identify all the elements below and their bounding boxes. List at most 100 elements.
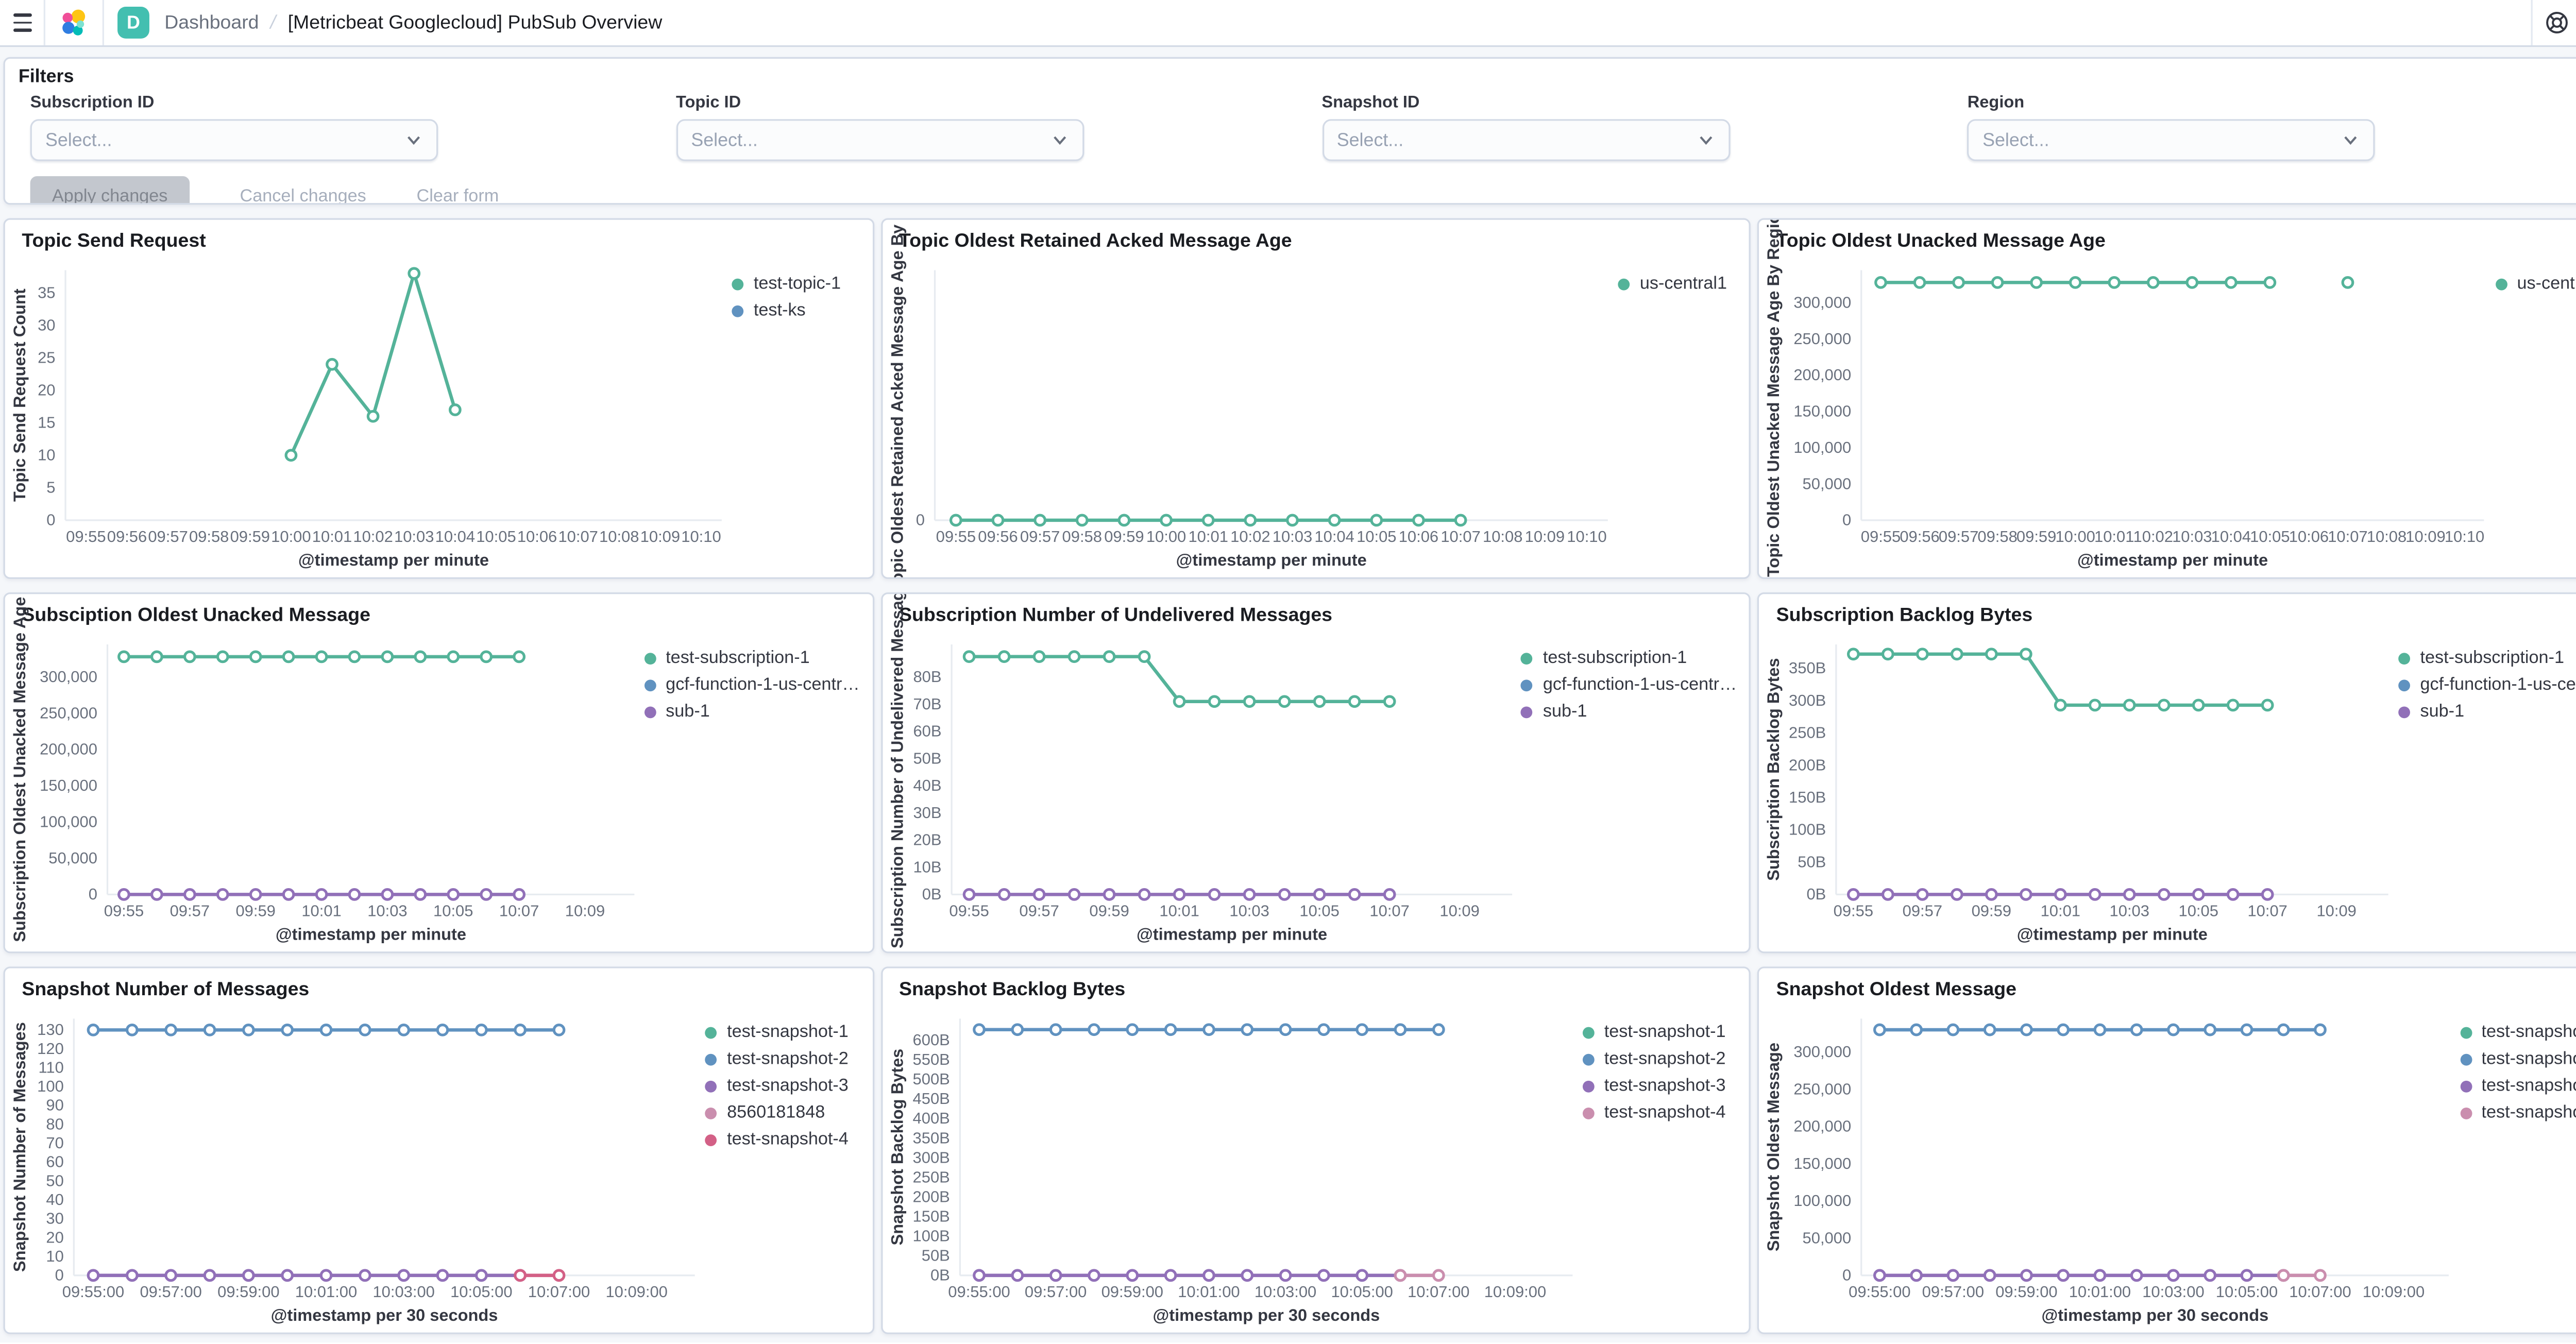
- legend-item[interactable]: 8560181848: [705, 1102, 866, 1122]
- subscription-id-select[interactable]: Select...: [30, 119, 438, 161]
- line-chart[interactable]: 0 50,000 100,000 150,000 200,000 250,000 300,0…: [1765, 220, 2495, 577]
- legend-item[interactable]: test-subscription-1: [643, 648, 866, 668]
- legend-label: test-snapshot-3: [2481, 1076, 2576, 1096]
- svg-text:10:03: 10:03: [367, 902, 407, 920]
- legend-item[interactable]: us-central1: [2495, 274, 2576, 294]
- svg-text:10:07: 10:07: [499, 902, 539, 920]
- svg-text:60B: 60B: [912, 722, 941, 740]
- panel-snapshot-number-of-messages: Snapshot Number of Messages 0 10 20 30 40 50 60…: [3, 966, 874, 1334]
- legend-item[interactable]: gcf-function-1-us-central1-te...: [1521, 675, 1743, 695]
- clear-form-button[interactable]: Clear form: [416, 185, 499, 205]
- svg-text:09:58: 09:58: [1978, 528, 2018, 546]
- svg-text:10:05: 10:05: [2250, 528, 2290, 546]
- svg-text:09:57: 09:57: [1020, 528, 1059, 546]
- panel-title: Subscription Number of Undelivered Messa…: [899, 606, 1333, 626]
- svg-text:130: 130: [37, 1020, 64, 1039]
- svg-text:50,000: 50,000: [48, 849, 97, 867]
- legend-label: sub-1: [2420, 701, 2465, 722]
- legend-label: test-ks: [753, 300, 806, 321]
- region-select[interactable]: Select...: [1967, 119, 2376, 161]
- panel-title: Topic Oldest Retained Acked Message Age: [899, 231, 1292, 252]
- legend-item[interactable]: test-snapshot-4: [2460, 1102, 2576, 1122]
- line-chart[interactable]: 0B 10B 20B 30B 40B 50B 60B 70B 80B 09:55 09:57 09:5…: [887, 594, 1521, 948]
- svg-text:35: 35: [38, 283, 55, 301]
- legend-item[interactable]: sub-1: [643, 702, 866, 722]
- line-chart[interactable]: 0B 50B 100B 150B 200B 250B 300B 350B 09:55 09:57 0…: [1765, 631, 2398, 948]
- legend-label: gcf-function-1-us-central1-te...: [2420, 674, 2576, 695]
- legend-item[interactable]: test-subscription-1: [1521, 648, 1742, 668]
- svg-text:10:03: 10:03: [1272, 528, 1312, 546]
- select-placeholder: Select...: [1336, 130, 1404, 150]
- apply-changes-button[interactable]: Apply changes: [30, 176, 190, 203]
- select-placeholder: Select...: [45, 130, 112, 150]
- line-chart[interactable]: 0 10 20 30 40 50 60 70 80 90 100 110 120 130 09:55:00 0…: [10, 1005, 705, 1329]
- legend-item[interactable]: test-subscription-1: [2398, 648, 2576, 668]
- legend-item[interactable]: test-snapshot-2: [2460, 1049, 2576, 1069]
- topic-id-select[interactable]: Select...: [676, 119, 1084, 161]
- svg-text:0: 0: [1843, 511, 1852, 529]
- svg-text:10:03: 10:03: [2110, 902, 2150, 920]
- chart-area: 0 10 20 30 40 50 60 70 80 90 100 110 120 130 09:55:00 0…: [5, 1005, 872, 1332]
- svg-text:10:05: 10:05: [1299, 902, 1338, 920]
- legend-item[interactable]: sub-1: [1521, 702, 1742, 722]
- line-chart[interactable]: 0B 50B 100B 150B 200B 250B 300B 350B 400B 450B 500…: [887, 1005, 1582, 1329]
- series-color-dot: [705, 1107, 717, 1119]
- help-icon[interactable]: [2533, 0, 2576, 45]
- line-chart[interactable]: 0 50,000 100,000 150,000 200,000 250,000 300,0…: [1765, 1005, 2460, 1329]
- legend-label: us-central1: [2517, 273, 2576, 294]
- legend-item[interactable]: test-snapshot-4: [705, 1129, 866, 1149]
- svg-text:200,000: 200,000: [1794, 366, 1852, 384]
- legend-item[interactable]: test-topic-1: [732, 274, 866, 294]
- snapshot-id-select[interactable]: Select...: [1321, 119, 1730, 161]
- series-color-dot: [643, 678, 656, 691]
- svg-text:09:57:00: 09:57:00: [1024, 1283, 1086, 1301]
- elastic-logo[interactable]: [45, 0, 103, 45]
- legend-item[interactable]: test-ks: [732, 300, 866, 320]
- legend-item[interactable]: test-snapshot-3: [2460, 1076, 2576, 1096]
- legend-item[interactable]: test-snapshot-3: [1582, 1076, 1742, 1096]
- svg-text:10:02: 10:02: [1230, 528, 1269, 546]
- svg-text:150,000: 150,000: [1794, 402, 1852, 420]
- legend-item[interactable]: test-snapshot-2: [705, 1049, 866, 1069]
- legend-item[interactable]: gcf-function-1-us-central1-te...: [643, 675, 866, 695]
- svg-text:10:06: 10:06: [517, 528, 557, 546]
- line-chart[interactable]: 0 5 10 15 20 25 30 35 09:55 09:56 09:57 09:58 09:59 1…: [10, 257, 732, 574]
- menu-button[interactable]: [0, 0, 44, 45]
- svg-text:70B: 70B: [912, 695, 941, 713]
- series-color-dot: [732, 304, 744, 317]
- svg-text:40B: 40B: [912, 776, 941, 794]
- breadcrumb-dashboard[interactable]: Dashboard: [164, 12, 259, 33]
- legend-item[interactable]: test-snapshot-1: [2460, 1022, 2576, 1042]
- legend-item[interactable]: test-snapshot-4: [1582, 1102, 1742, 1122]
- svg-text:10:05:00: 10:05:00: [1330, 1283, 1392, 1301]
- svg-text:450B: 450B: [912, 1090, 949, 1108]
- legend-item[interactable]: us-central1: [1618, 274, 1742, 294]
- legend-label: us-central1: [1639, 273, 1727, 294]
- legend-item[interactable]: test-snapshot-1: [1582, 1022, 1742, 1042]
- svg-text:Snapshot Number of Messages: Snapshot Number of Messages: [10, 1022, 29, 1272]
- svg-text:Topic Send Request Count: Topic Send Request Count: [10, 288, 29, 502]
- line-chart[interactable]: 0 09:55 09:56 09:57 09:58 09:59 10:00 10:01 10:0…: [887, 220, 1618, 577]
- svg-text:Topic Oldest Retained Acked Me: Topic Oldest Retained Acked Message Age …: [887, 218, 906, 579]
- svg-text:10:07:00: 10:07:00: [2290, 1283, 2351, 1301]
- svg-text:09:58: 09:58: [1061, 528, 1101, 546]
- legend-item[interactable]: test-snapshot-1: [705, 1022, 866, 1042]
- line-chart[interactable]: 0 50,000 100,000 150,000 200,000 250,000 300,0…: [10, 597, 644, 948]
- menu-icon: [12, 14, 31, 31]
- chart-area: 0 50,000 100,000 150,000 200,000 250,000 300,0…: [5, 597, 872, 951]
- legend-item[interactable]: sub-1: [2398, 702, 2576, 722]
- legend-item[interactable]: test-snapshot-3: [705, 1076, 866, 1096]
- cancel-changes-button[interactable]: Cancel changes: [240, 185, 366, 205]
- chart-legend: test-subscription-1 gcf-function-1-us-cen…: [643, 631, 869, 948]
- svg-text:09:55:00: 09:55:00: [947, 1283, 1009, 1301]
- svg-text:10:07:00: 10:07:00: [528, 1283, 590, 1301]
- series-color-dot: [2460, 1053, 2471, 1065]
- panel-topic-oldest-retained-acked-message-age: Topic Oldest Retained Acked Message Age 0…: [880, 218, 1751, 579]
- legend-item[interactable]: test-snapshot-2: [1582, 1049, 1742, 1069]
- svg-text:09:55:00: 09:55:00: [1849, 1283, 1911, 1301]
- space-avatar[interactable]: D: [117, 7, 149, 39]
- panel-title: Topic Oldest Unacked Message Age: [1776, 231, 2106, 252]
- legend-item[interactable]: gcf-function-1-us-central1-te...: [2398, 675, 2576, 695]
- svg-text:09:57: 09:57: [1019, 902, 1058, 920]
- svg-text:10:01: 10:01: [2041, 902, 2081, 920]
